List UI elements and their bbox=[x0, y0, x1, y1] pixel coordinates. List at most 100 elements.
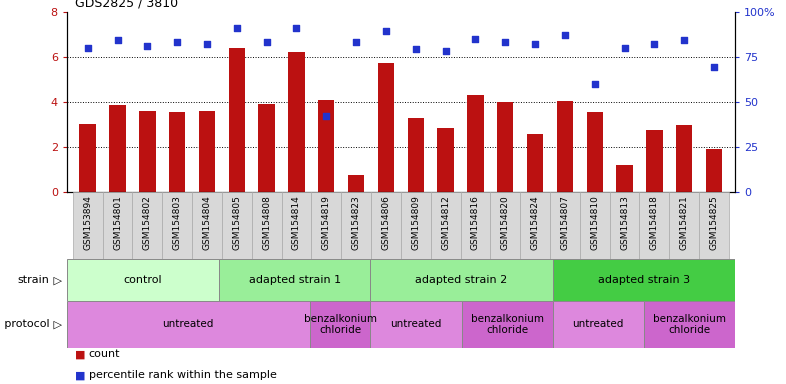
Text: GSM154824: GSM154824 bbox=[0, 383, 1, 384]
Text: GSM154806: GSM154806 bbox=[0, 383, 1, 384]
Text: GSM154809: GSM154809 bbox=[0, 383, 1, 384]
Text: GSM154805: GSM154805 bbox=[233, 195, 241, 250]
Text: growth protocol: growth protocol bbox=[0, 319, 50, 329]
Bar bbox=[586, 112, 603, 192]
Text: GDS2825 / 3810: GDS2825 / 3810 bbox=[75, 0, 178, 10]
Bar bbox=[288, 52, 305, 192]
Bar bbox=[644, 301, 735, 348]
Bar bbox=[109, 105, 126, 192]
Bar bbox=[219, 259, 370, 301]
Point bbox=[589, 81, 601, 87]
Bar bbox=[467, 95, 483, 192]
Point bbox=[559, 32, 571, 38]
Point bbox=[82, 45, 94, 51]
Text: GSM154824: GSM154824 bbox=[531, 195, 539, 250]
Text: adapted strain 1: adapted strain 1 bbox=[248, 275, 340, 285]
Bar bbox=[556, 101, 573, 192]
Text: count: count bbox=[89, 349, 120, 359]
Bar bbox=[553, 259, 735, 301]
Bar bbox=[162, 192, 192, 259]
Bar bbox=[646, 130, 663, 192]
Text: GSM154813: GSM154813 bbox=[620, 195, 629, 250]
Text: GSM154803: GSM154803 bbox=[173, 195, 182, 250]
Text: GSM154803: GSM154803 bbox=[0, 383, 1, 384]
Text: GSM154818: GSM154818 bbox=[650, 195, 659, 250]
Point bbox=[350, 39, 362, 45]
Point bbox=[112, 37, 124, 43]
Text: GSM154825: GSM154825 bbox=[0, 383, 1, 384]
Bar bbox=[580, 192, 610, 259]
Text: GSM154806: GSM154806 bbox=[381, 195, 391, 250]
Point bbox=[619, 45, 631, 51]
Point bbox=[678, 37, 690, 43]
Bar bbox=[67, 301, 310, 348]
Bar bbox=[640, 192, 670, 259]
Bar bbox=[497, 102, 513, 192]
Text: GSM154821: GSM154821 bbox=[0, 383, 1, 384]
Bar bbox=[199, 111, 215, 192]
Bar bbox=[281, 192, 311, 259]
Text: GSM154814: GSM154814 bbox=[0, 383, 1, 384]
Bar bbox=[461, 301, 553, 348]
Bar bbox=[401, 192, 431, 259]
Bar bbox=[132, 192, 162, 259]
Text: benzalkonium
chloride: benzalkonium chloride bbox=[653, 314, 725, 335]
Bar bbox=[550, 192, 580, 259]
Bar bbox=[311, 192, 341, 259]
Text: GSM154804: GSM154804 bbox=[203, 195, 211, 250]
Point bbox=[707, 65, 720, 71]
Bar bbox=[670, 192, 699, 259]
Point bbox=[648, 41, 661, 47]
Text: GSM154818: GSM154818 bbox=[0, 383, 1, 384]
Bar bbox=[67, 259, 219, 301]
Text: control: control bbox=[123, 275, 162, 285]
Text: GSM154801: GSM154801 bbox=[113, 195, 122, 250]
Text: ■: ■ bbox=[75, 370, 85, 381]
Bar bbox=[461, 192, 490, 259]
Point bbox=[499, 39, 512, 45]
Text: GSM154805: GSM154805 bbox=[0, 383, 1, 384]
Text: GSM154816: GSM154816 bbox=[0, 383, 1, 384]
Text: GSM154802: GSM154802 bbox=[0, 383, 1, 384]
Bar bbox=[676, 126, 692, 192]
Point bbox=[200, 41, 213, 47]
Text: GSM154804: GSM154804 bbox=[0, 383, 1, 384]
Point bbox=[260, 39, 273, 45]
Text: GSM153894: GSM153894 bbox=[0, 383, 1, 384]
Point bbox=[320, 113, 332, 119]
Text: ▷: ▷ bbox=[50, 319, 62, 329]
Bar bbox=[341, 192, 371, 259]
Text: GSM154820: GSM154820 bbox=[501, 195, 510, 250]
Bar bbox=[169, 112, 185, 192]
Text: untreated: untreated bbox=[163, 319, 214, 329]
Text: GSM154810: GSM154810 bbox=[0, 383, 1, 384]
Text: adapted strain 3: adapted strain 3 bbox=[597, 275, 690, 285]
Text: untreated: untreated bbox=[572, 319, 624, 329]
Point bbox=[141, 43, 153, 49]
Bar bbox=[229, 48, 245, 192]
Bar bbox=[490, 192, 520, 259]
Text: GSM154801: GSM154801 bbox=[0, 383, 1, 384]
Point bbox=[290, 25, 303, 31]
Bar bbox=[310, 301, 370, 348]
Text: GSM154819: GSM154819 bbox=[321, 195, 331, 250]
Bar bbox=[437, 128, 454, 192]
Text: GSM154808: GSM154808 bbox=[263, 195, 271, 250]
Text: strain: strain bbox=[17, 275, 50, 285]
Bar bbox=[73, 192, 103, 259]
Bar bbox=[378, 63, 394, 192]
Bar bbox=[706, 149, 722, 192]
Text: ■: ■ bbox=[75, 349, 85, 359]
Text: GSM154816: GSM154816 bbox=[471, 195, 480, 250]
Text: percentile rank within the sample: percentile rank within the sample bbox=[89, 370, 277, 381]
Text: GSM154823: GSM154823 bbox=[351, 195, 361, 250]
Bar bbox=[616, 165, 633, 192]
Bar bbox=[192, 192, 222, 259]
Bar bbox=[610, 192, 640, 259]
Text: GSM154802: GSM154802 bbox=[143, 195, 152, 250]
Bar bbox=[431, 192, 461, 259]
Point bbox=[529, 41, 542, 47]
Point bbox=[230, 25, 243, 31]
Bar bbox=[527, 134, 543, 192]
Text: GSM154820: GSM154820 bbox=[0, 383, 1, 384]
